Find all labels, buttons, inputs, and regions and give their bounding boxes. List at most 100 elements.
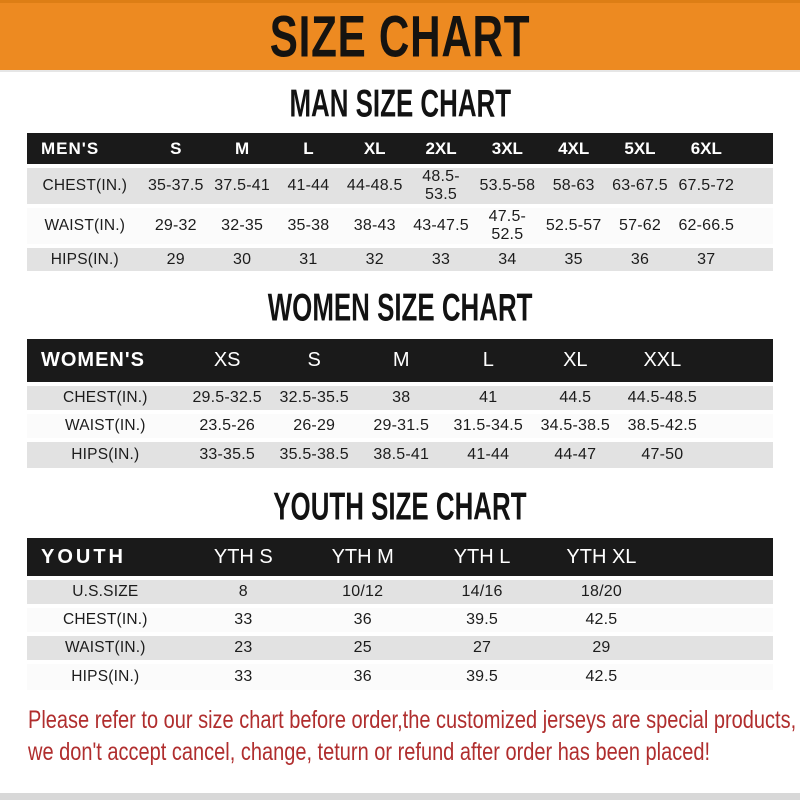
row-label: WAIST(IN.) bbox=[27, 410, 184, 440]
cell-value: 33 bbox=[183, 604, 304, 634]
cell-value: 10/12 bbox=[303, 576, 423, 606]
column-header: 5XL bbox=[606, 133, 674, 166]
table-row: CHEST(IN.) 33 36 39.5 42.5 bbox=[27, 604, 773, 634]
cell-value: 52.5-57 bbox=[540, 204, 607, 246]
cell-value: 38.5-42.5 bbox=[618, 410, 706, 440]
size-table: MEN'S S M L XL 2XL 3XL 4XL 5XL 6XL CHEST(IN.) 35-3… bbox=[27, 133, 773, 271]
row-label: WAIST(IN.) bbox=[27, 204, 143, 246]
row-spacer bbox=[661, 604, 773, 634]
size-table: YOUTH YTH S YTH M YTH L YTH XL U.S.SIZE 8 10/1… bbox=[27, 538, 773, 690]
column-header: 4XL bbox=[540, 133, 607, 166]
cell-value: 39.5 bbox=[422, 660, 542, 690]
cell-value: 35 bbox=[540, 244, 607, 271]
cell-value: 36 bbox=[606, 244, 674, 271]
cell-value: 58-63 bbox=[540, 164, 607, 206]
header-spacer bbox=[705, 339, 773, 384]
cell-value: 31 bbox=[275, 244, 342, 271]
cell-value: 41-44 bbox=[275, 164, 342, 206]
cell-value: 48.5-53.5 bbox=[407, 164, 475, 206]
column-header: YTH S bbox=[183, 538, 304, 578]
table-row: HIPS(IN.) 29 30 31 32 33 34 35 36 37 bbox=[27, 244, 773, 271]
section-title: YOUTH SIZE CHART bbox=[273, 485, 527, 528]
footer-line-2: we don't accept cancel, change, teturn o… bbox=[28, 738, 711, 766]
table-row: CHEST(IN.) 29.5-32.5 32.5-35.5 38 41 44.5 44.5… bbox=[27, 382, 773, 412]
row-spacer bbox=[705, 438, 773, 468]
row-label: HIPS(IN.) bbox=[27, 660, 184, 690]
row-label: CHEST(IN.) bbox=[27, 604, 184, 634]
column-header: S bbox=[270, 339, 358, 384]
cell-value: 31.5-34.5 bbox=[444, 410, 532, 440]
size-chart-banner: SIZE CHART bbox=[0, 0, 800, 70]
cell-value: 23.5-26 bbox=[183, 410, 271, 440]
column-header: XS bbox=[183, 339, 271, 384]
cell-value: 18/20 bbox=[541, 576, 662, 606]
table-header-row: YOUTH YTH S YTH M YTH L YTH XL bbox=[27, 538, 773, 578]
header-spacer bbox=[739, 133, 773, 166]
row-label: HIPS(IN.) bbox=[27, 438, 184, 468]
cell-value: 39.5 bbox=[422, 604, 542, 634]
row-spacer bbox=[705, 382, 773, 412]
cell-value: 35-38 bbox=[275, 204, 342, 246]
cell-value: 30 bbox=[208, 244, 276, 271]
cell-value: 32.5-35.5 bbox=[270, 382, 358, 412]
cell-value: 67.5-72 bbox=[673, 164, 740, 206]
cell-value: 38 bbox=[357, 382, 445, 412]
table-header-row: WOMEN'S XS S M L XL XXL bbox=[27, 339, 773, 384]
column-header: YTH XL bbox=[541, 538, 662, 578]
cell-value: 38.5-41 bbox=[357, 438, 445, 468]
cell-value: 38-43 bbox=[341, 204, 408, 246]
row-label: WAIST(IN.) bbox=[27, 632, 184, 662]
banner-title: SIZE CHART bbox=[269, 3, 531, 70]
column-header: M bbox=[357, 339, 445, 384]
row-spacer bbox=[739, 244, 773, 271]
table-corner-label: YOUTH bbox=[27, 538, 184, 578]
cell-value: 29.5-32.5 bbox=[183, 382, 271, 412]
table-row: CHEST(IN.) 35-37.5 37.5-41 41-44 44-48.5 48.5… bbox=[27, 164, 773, 206]
size-chart-section: WOMEN SIZE CHART WOMEN'S XS S M L XL XXL CHEST… bbox=[0, 286, 800, 468]
column-header: 2XL bbox=[407, 133, 475, 166]
table-row: WAIST(IN.) 23 25 27 29 bbox=[27, 632, 773, 662]
section-title: MAN SIZE CHART bbox=[289, 82, 511, 125]
cell-value: 29 bbox=[541, 632, 662, 662]
cell-value: 63-67.5 bbox=[606, 164, 674, 206]
header-spacer bbox=[661, 538, 773, 578]
cell-value: 8 bbox=[183, 576, 304, 606]
cell-value: 34 bbox=[474, 244, 541, 271]
table-row: WAIST(IN.) 23.5-26 26-29 29-31.5 31.5-34.5 34… bbox=[27, 410, 773, 440]
table-row: HIPS(IN.) 33 36 39.5 42.5 bbox=[27, 660, 773, 690]
table-corner-label: WOMEN'S bbox=[27, 339, 184, 384]
cell-value: 29-32 bbox=[142, 204, 209, 246]
column-header: L bbox=[444, 339, 532, 384]
size-chart-section: YOUTH SIZE CHART YOUTH YTH S YTH M YTH L YTH… bbox=[0, 485, 800, 690]
cell-value: 41 bbox=[444, 382, 532, 412]
table-row: HIPS(IN.) 33-35.5 35.5-38.5 38.5-41 41-44 44-… bbox=[27, 438, 773, 468]
column-header: M bbox=[208, 133, 276, 166]
cell-value: 44.5-48.5 bbox=[618, 382, 706, 412]
cell-value: 37.5-41 bbox=[208, 164, 276, 206]
row-label: U.S.SIZE bbox=[27, 576, 184, 606]
row-spacer bbox=[661, 632, 773, 662]
cell-value: 41-44 bbox=[444, 438, 532, 468]
cell-value: 47-50 bbox=[618, 438, 706, 468]
footer-line-1: Please refer to our size chart before or… bbox=[28, 706, 797, 734]
cell-value: 14/16 bbox=[422, 576, 542, 606]
cell-value: 35.5-38.5 bbox=[270, 438, 358, 468]
bottom-strip bbox=[0, 793, 800, 800]
size-table: WOMEN'S XS S M L XL XXL CHEST(IN.) 29.5-32.5 32.… bbox=[27, 339, 773, 468]
row-spacer bbox=[661, 660, 773, 690]
column-header: S bbox=[142, 133, 209, 166]
cell-value: 44-48.5 bbox=[341, 164, 408, 206]
cell-value: 33 bbox=[183, 660, 304, 690]
cell-value: 32 bbox=[341, 244, 408, 271]
column-header: YTH M bbox=[303, 538, 423, 578]
cell-value: 36 bbox=[303, 660, 423, 690]
column-header: 6XL bbox=[673, 133, 740, 166]
cell-value: 53.5-58 bbox=[474, 164, 541, 206]
table-corner-label: MEN'S bbox=[27, 133, 143, 166]
size-chart-section: MAN SIZE CHART MEN'S S M L XL 2XL 3XL 4XL 5XL 6XL… bbox=[0, 82, 800, 271]
cell-value: 43-47.5 bbox=[407, 204, 475, 246]
cell-value: 29-31.5 bbox=[357, 410, 445, 440]
column-header: L bbox=[275, 133, 342, 166]
column-header: XL bbox=[531, 339, 619, 384]
